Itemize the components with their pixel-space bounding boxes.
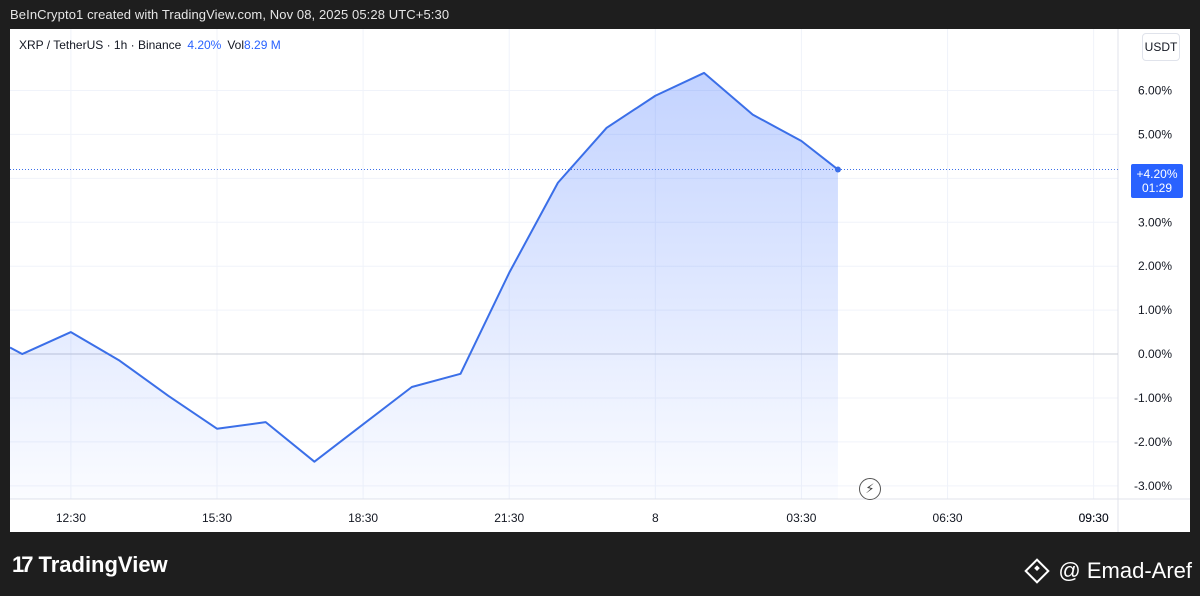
author-watermark: @ Emad-Aref (1024, 558, 1192, 584)
volume-label: Vol (227, 38, 245, 52)
x-tick-label: 09:30 (1079, 511, 1109, 525)
x-tick-label: 15:30 (202, 511, 232, 525)
x-tick-label: 09:30 (1079, 511, 1109, 525)
x-tick-label: 12:30 (56, 511, 86, 525)
area-fill (10, 72, 838, 499)
axis-corner (1120, 500, 1190, 532)
y-tick-label: 0.00% (1138, 347, 1172, 361)
chart-credit: BeInCrypto1 created with TradingView.com… (10, 7, 450, 22)
lightning-icon[interactable]: ⚡ (859, 478, 881, 500)
y-tick-label: -3.00% (1134, 479, 1172, 493)
tradingview-logo-icon: 17 (12, 552, 34, 577)
x-tick-label: 8 (652, 511, 659, 525)
y-tick-label: -2.00% (1134, 435, 1172, 449)
chart-svg[interactable]: 6.00%5.00%4.00%3.00%2.00%1.00%0.00%-1.00… (10, 29, 1190, 532)
brand-name: TradingView (38, 552, 168, 577)
y-tick-label: 5.00% (1138, 127, 1172, 141)
y-tick-label: 2.00% (1138, 259, 1172, 273)
x-tick-label: 18:30 (348, 511, 378, 525)
tradingview-brand: 17 TradingView (12, 552, 168, 578)
last-value: +4.20% (1136, 167, 1178, 181)
binance-diamond-icon (1024, 558, 1051, 584)
volume-value: 8.29 M (244, 38, 281, 52)
x-tick-label: 03:30 (786, 511, 816, 525)
currency-button[interactable]: USDT (1142, 33, 1180, 61)
x-tick-label: 06:30 (933, 511, 963, 525)
last-price-badge: +4.20% 01:29 (1131, 164, 1183, 198)
y-tick-label: 1.00% (1138, 303, 1172, 317)
bar-countdown: 01:29 (1141, 181, 1173, 195)
x-tick-label: 21:30 (494, 511, 524, 525)
chart-legend: XRP / TetherUS · 1h · Binance 4.20% Vol … (19, 38, 281, 52)
chart-panel[interactable]: 6.00%5.00%4.00%3.00%2.00%1.00%0.00%-1.00… (10, 29, 1190, 532)
watermark-text: @ Emad-Aref (1058, 558, 1192, 583)
change-value: 4.20% (187, 38, 222, 52)
y-tick-label: 6.00% (1138, 83, 1172, 97)
symbol-info[interactable]: XRP / TetherUS · 1h · Binance (19, 38, 182, 52)
y-tick-label: -1.00% (1134, 391, 1172, 405)
last-point-marker (834, 166, 841, 173)
y-tick-label: 3.00% (1138, 215, 1172, 229)
